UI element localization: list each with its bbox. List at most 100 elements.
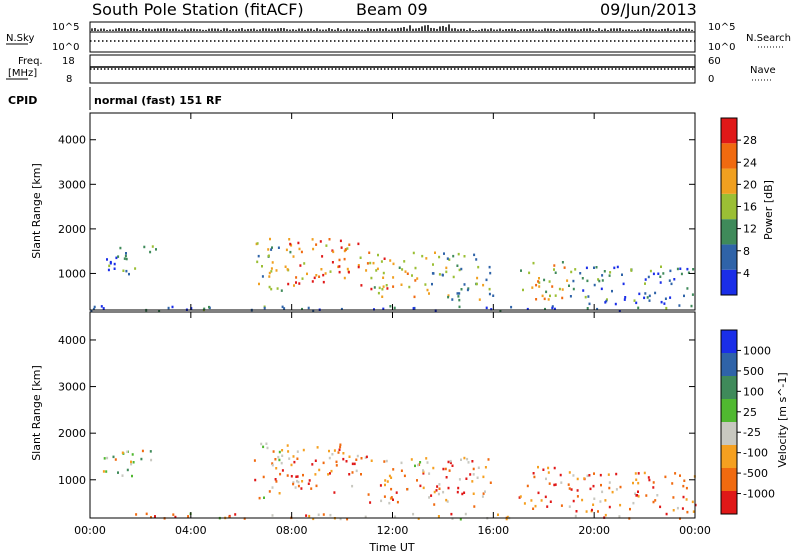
scatter-cell: [90, 309, 93, 312]
scatter-cell: [283, 307, 286, 310]
scatter-cell: [533, 475, 536, 479]
scatter-cell: [297, 484, 300, 488]
scatter-cell: [293, 460, 296, 464]
scatter-cell: [609, 271, 612, 274]
scatter-cell: [330, 469, 333, 473]
scatter-cell: [604, 499, 607, 502]
scatter-cell: [581, 277, 584, 280]
power-colorbar-ticks: 4 8 12 16 20 24 28: [737, 134, 757, 280]
scatter-cell: [553, 268, 555, 271]
colorbar-tick-label: -500: [743, 467, 768, 480]
scatter-cell: [674, 472, 677, 475]
scatter-cell: [499, 309, 502, 313]
scatter-cell: [692, 268, 695, 271]
scatter-cell: [457, 295, 460, 298]
scatter-cell: [560, 504, 563, 507]
scatter-cell: [520, 269, 522, 272]
scatter-cell: [691, 500, 694, 504]
freq-unit: [MHz]: [8, 68, 37, 79]
scatter-cell: [445, 498, 448, 502]
scatter-cell: [296, 457, 299, 460]
scatter-cell: [113, 267, 116, 270]
scatter-cell: [258, 496, 261, 500]
velocity-colorbar-blocks: [721, 330, 737, 514]
scatter-cell: [615, 488, 618, 491]
scatter-cell: [338, 265, 341, 268]
scatter-cell: [271, 261, 274, 264]
scatter-cell: [416, 479, 418, 482]
scatter-cell: [280, 289, 283, 292]
scatter-cell: [458, 305, 461, 309]
scatter-cell: [497, 513, 499, 516]
nsky-label: N.Sky: [6, 33, 34, 44]
scatter-cell: [546, 505, 549, 508]
scatter-cell: [108, 264, 111, 268]
scatter-cell: [467, 461, 470, 464]
scatter-cell: [295, 475, 298, 478]
scatter-cell: [595, 266, 598, 269]
scatter-cell: [538, 277, 540, 280]
scatter-cell: [280, 461, 283, 465]
scatter-cell: [456, 292, 459, 295]
scatter-cell: [445, 476, 448, 479]
nsky-series: [91, 24, 693, 31]
scatter-cell: [648, 294, 651, 298]
scatter-cell: [131, 453, 134, 456]
scatter-cell: [488, 287, 491, 291]
scatter-cell: [408, 285, 411, 289]
scatter-cell: [122, 269, 125, 272]
scatter-cell: [604, 301, 607, 304]
scatter-cell: [256, 242, 259, 245]
scatter-cell: [531, 286, 534, 289]
freq-bottom-tick: 8: [66, 74, 72, 85]
scatter-cell: [395, 491, 398, 494]
scatter-cell: [315, 484, 318, 488]
scatter-cell: [132, 461, 135, 464]
scatter-cell: [535, 283, 538, 287]
scatter-cell: [346, 517, 349, 521]
scatter-cell: [150, 458, 153, 462]
scatter-cell: [476, 276, 479, 280]
scatter-cell: [458, 292, 461, 295]
scatter-cell: [311, 238, 314, 241]
scatter-cell: [686, 267, 689, 271]
scatter-cell: [685, 498, 688, 501]
scatter-cell: [346, 247, 349, 250]
scatter-cell: [271, 463, 274, 467]
scatter-cell: [476, 476, 479, 479]
scatter-cell: [458, 268, 461, 272]
scatter-cell: [390, 496, 393, 499]
scatter-cell: [471, 480, 474, 483]
scatter-cell: [451, 517, 454, 520]
scatter-cell: [357, 265, 360, 269]
scatter-cell: [644, 282, 646, 285]
scatter-cell: [438, 273, 441, 276]
scatter-cell: [296, 450, 299, 453]
scatter-cell: [311, 280, 314, 283]
scatter-cell: [315, 274, 318, 277]
scatter-cell: [456, 264, 459, 267]
scatter-cell: [203, 307, 206, 311]
scatter-cell: [339, 239, 342, 243]
scatter-cell: [475, 282, 478, 286]
scatter-cell: [560, 481, 563, 484]
scatter-cell: [274, 458, 277, 461]
power-colorbar-label: Power [dB]: [762, 180, 775, 240]
scatter-cell: [419, 484, 422, 488]
scatter-cell: [681, 507, 684, 510]
scatter-cell: [348, 455, 351, 458]
scatter-cell: [608, 505, 611, 509]
scatter-cell: [256, 260, 259, 264]
scatter-cell: [300, 250, 303, 254]
scatter-cell: [619, 503, 622, 507]
scatter-cell: [335, 464, 338, 467]
scatter-cell: [489, 271, 492, 275]
date-label: 09/Jun/2013: [600, 0, 697, 19]
scatter-cell: [373, 308, 375, 311]
colorbar-tick-label: -25: [743, 426, 761, 439]
colorbar-block: [721, 219, 737, 245]
scatter-cell: [665, 512, 668, 516]
scatter-cell: [364, 456, 367, 459]
scatter-cell: [379, 484, 382, 487]
scatter-cell: [268, 285, 271, 289]
